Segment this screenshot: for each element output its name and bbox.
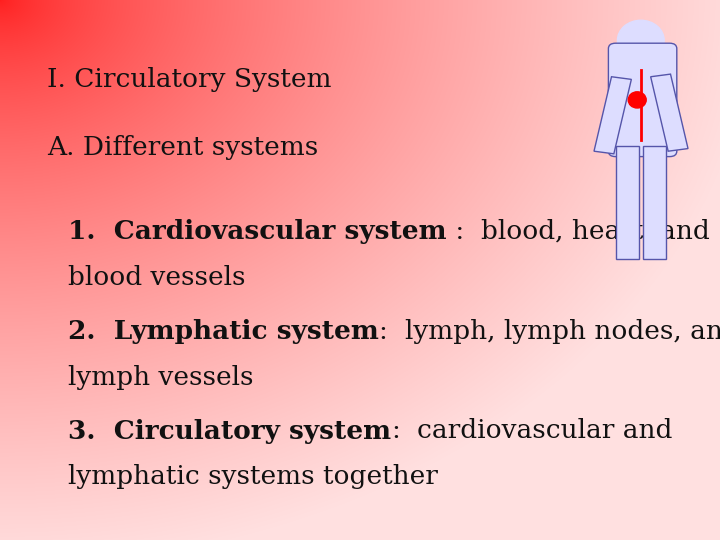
Bar — [594, 77, 631, 154]
Text: I. Circulatory System: I. Circulatory System — [47, 68, 331, 92]
Text: blood, heart, and: blood, heart, and — [481, 219, 710, 244]
Text: cardiovascular and: cardiovascular and — [417, 418, 672, 443]
Bar — [643, 146, 666, 259]
Text: blood vessels: blood vessels — [68, 265, 246, 289]
FancyBboxPatch shape — [608, 43, 677, 157]
Bar — [651, 74, 688, 151]
Text: 2.  Lymphatic system: 2. Lymphatic system — [68, 319, 379, 343]
Text: :: : — [392, 418, 417, 443]
Ellipse shape — [618, 20, 664, 60]
Bar — [616, 146, 639, 259]
Text: lymph vessels: lymph vessels — [68, 364, 254, 389]
Text: lymphatic systems together: lymphatic systems together — [68, 464, 438, 489]
Text: 1.  Cardiovascular system: 1. Cardiovascular system — [68, 219, 447, 244]
Text: A. Different systems: A. Different systems — [47, 135, 318, 160]
Text: :: : — [379, 319, 405, 343]
Ellipse shape — [628, 92, 647, 108]
Text: lymph, lymph nodes, and: lymph, lymph nodes, and — [405, 319, 720, 343]
Text: 3.  Circulatory system: 3. Circulatory system — [68, 418, 392, 443]
Text: :: : — [447, 219, 481, 244]
